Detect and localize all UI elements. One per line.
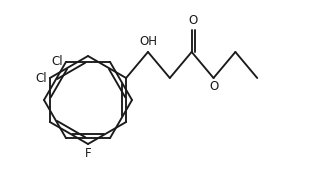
- Text: O: O: [209, 80, 218, 93]
- Text: O: O: [189, 14, 198, 27]
- Text: OH: OH: [139, 35, 157, 48]
- Text: F: F: [85, 147, 91, 160]
- Text: Cl: Cl: [51, 55, 63, 68]
- Text: Cl: Cl: [35, 72, 47, 84]
